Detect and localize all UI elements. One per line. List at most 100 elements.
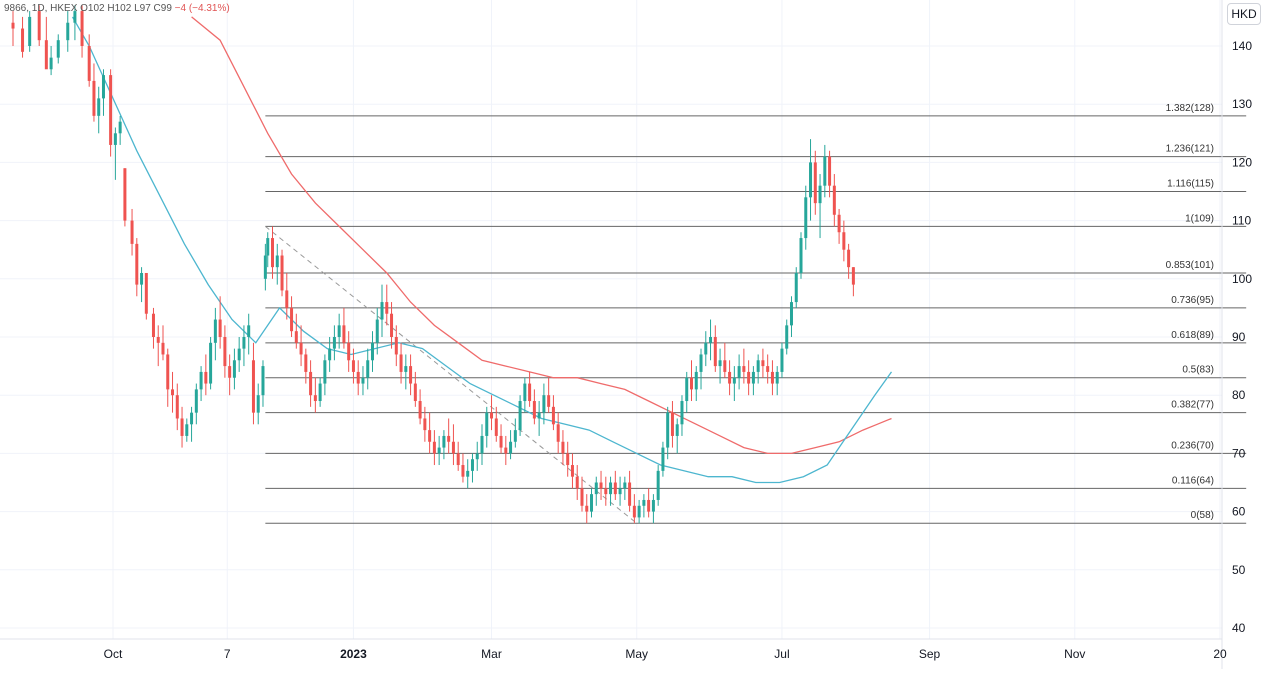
price-tick-label: 100 <box>1232 272 1252 286</box>
candle-body <box>380 302 384 320</box>
candle-body <box>699 354 703 372</box>
candle-body <box>232 360 236 378</box>
candle-body <box>404 366 408 372</box>
candle-body <box>847 249 851 268</box>
candle-body <box>237 348 241 361</box>
candle-body <box>485 412 489 436</box>
candle-body <box>742 366 746 372</box>
candle-body <box>613 482 617 495</box>
candle-body <box>151 313 155 337</box>
candle-body <box>73 11 77 23</box>
candle-body <box>823 156 827 186</box>
candle-body <box>166 354 170 390</box>
candle-body <box>780 348 784 372</box>
candle-body <box>366 360 370 378</box>
candle-body <box>523 383 527 402</box>
price-tick-label: 140 <box>1232 39 1252 53</box>
candle-body <box>399 354 403 372</box>
currency-button[interactable]: HKD <box>1227 3 1261 25</box>
candle-body <box>135 243 139 285</box>
candle-body <box>130 220 134 244</box>
candle-body <box>309 371 313 396</box>
candle-body <box>537 412 541 419</box>
candle-body <box>547 395 551 407</box>
candle-body <box>156 337 160 343</box>
candle-body <box>604 488 608 495</box>
candle-body <box>271 238 275 268</box>
candle-body <box>594 482 598 495</box>
candle-body <box>144 272 148 314</box>
candle-body <box>28 16 32 46</box>
candle-body <box>828 156 832 186</box>
price-tick-label: 60 <box>1232 505 1246 519</box>
candle-body <box>247 325 251 337</box>
time-axis[interactable]: Oct 7 2023 Mar May Jul Sep Nov 20 <box>0 638 1227 661</box>
candle-body <box>313 395 317 402</box>
candle-body <box>351 360 355 372</box>
candle-body <box>466 470 470 477</box>
candle-body <box>542 395 546 413</box>
candle-body <box>218 319 222 337</box>
candle-body <box>328 348 332 361</box>
candle-body <box>299 342 303 355</box>
candle-body <box>347 342 351 361</box>
time-tick-label: Oct <box>104 647 123 661</box>
candle-body <box>294 331 298 343</box>
candle-body <box>140 272 144 285</box>
candle-body <box>837 214 841 233</box>
candle-body <box>709 337 713 343</box>
trend-line[interactable] <box>265 226 638 524</box>
candle-body <box>342 325 346 343</box>
candle-body <box>375 319 379 343</box>
candle-body <box>751 371 755 384</box>
candle-body <box>556 424 560 442</box>
candle-body <box>513 430 517 442</box>
fibonacci-extension[interactable]: 0(58) 0.116(64) 0.236(70) 0.382(77) 0.5(83) 0… <box>265 103 1247 524</box>
candle-body <box>337 325 341 337</box>
candle-body <box>185 424 189 436</box>
candle-body <box>618 488 622 495</box>
candle-body <box>666 412 670 448</box>
trend-line-layer[interactable] <box>265 226 638 524</box>
price-change: −4 (−4.31%) <box>174 3 230 14</box>
candle-body <box>290 307 294 332</box>
candle-body <box>66 22 70 41</box>
candle-body <box>518 401 522 431</box>
price-tick-label: 40 <box>1232 621 1246 635</box>
candle-body <box>370 342 374 361</box>
fib-level-label: 1.116(115) <box>1167 179 1214 190</box>
candle-body <box>590 494 594 512</box>
candle-body <box>851 267 855 285</box>
candle-body <box>80 11 84 46</box>
candle-body <box>551 406 555 425</box>
fib-level-label: 0(58) <box>1191 510 1214 521</box>
price-tick-label: 80 <box>1232 388 1246 402</box>
time-tick-label: May <box>625 647 648 661</box>
candle-body <box>21 28 25 52</box>
candle-body <box>361 377 365 384</box>
candle-body <box>37 11 41 41</box>
candle-body <box>280 255 284 291</box>
candle-body <box>11 22 15 29</box>
candle-body <box>180 418 184 436</box>
candle-body <box>737 366 741 378</box>
candle-body <box>761 360 765 367</box>
candle-body <box>199 371 203 390</box>
candle-body <box>318 383 322 402</box>
candle-body <box>747 371 751 384</box>
candle-body <box>456 453 460 466</box>
price-axis[interactable]: 40 50 60 70 80 90 100 110 120 130 140 <box>1221 0 1252 669</box>
fib-level-label: 0.736(95) <box>1171 295 1214 306</box>
candle-body <box>775 371 779 384</box>
candle-body <box>728 371 732 384</box>
candle-body <box>118 121 122 134</box>
price-tick-label: 90 <box>1232 330 1246 344</box>
candle-body <box>632 505 636 518</box>
candle-body <box>813 162 817 204</box>
candle-body <box>675 424 679 436</box>
candle-body <box>432 441 436 454</box>
candle-body <box>113 133 117 145</box>
fib-level-label: 0.618(89) <box>1171 330 1214 341</box>
